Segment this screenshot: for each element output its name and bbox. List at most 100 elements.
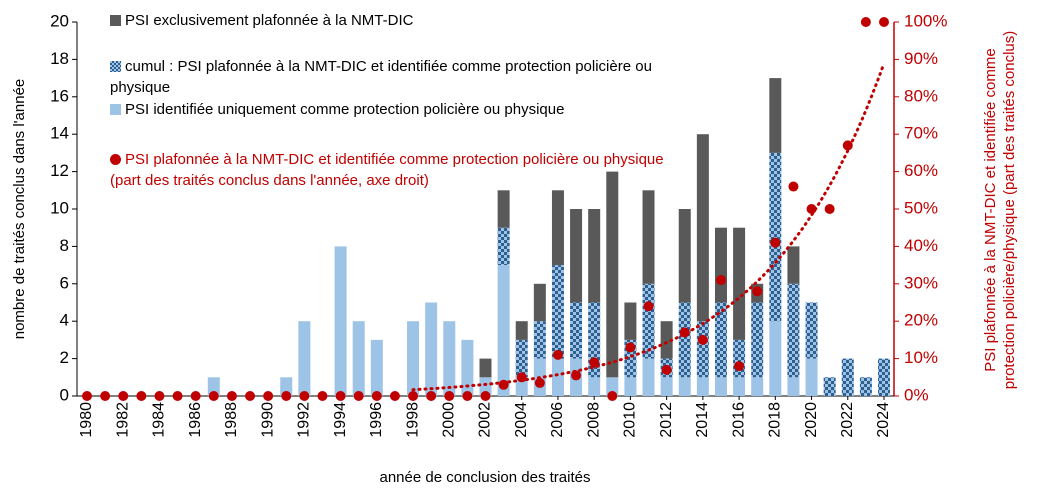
share-dot	[172, 391, 183, 401]
y2-tick-label: 50%	[904, 198, 938, 217]
bar-segment	[859, 377, 872, 396]
share-dot	[571, 370, 582, 381]
bar-segment	[733, 339, 746, 378]
bar-segment	[714, 227, 727, 303]
bar-segment	[570, 209, 583, 303]
bar-segment	[769, 78, 782, 153]
legend-swatch	[110, 104, 121, 115]
share-dot	[317, 391, 328, 401]
share-dot	[245, 391, 256, 401]
bar-segment	[479, 377, 492, 396]
share-dot	[842, 140, 853, 151]
x-tick-label: 1990	[259, 402, 276, 438]
bar-segment	[497, 265, 510, 396]
bar-segment	[606, 377, 619, 396]
bar-segment	[678, 302, 691, 378]
legend-label: PSI identifiée uniquement comme protecti…	[125, 101, 565, 118]
share-dot	[426, 391, 437, 401]
bar-segment	[497, 227, 510, 266]
y-tick-label: 16	[50, 86, 69, 105]
share-dot	[879, 17, 889, 27]
y2-tick-label: 0%	[904, 385, 929, 404]
bar-segment	[787, 283, 800, 378]
bar-segment	[805, 302, 818, 359]
x-tick-label: 2020	[803, 402, 820, 438]
legend-entry: PSI exclusivement plafonnée à la NMT-DIC	[110, 10, 655, 31]
legend-label: PSI exclusivement plafonnée à la NMT-DIC	[125, 12, 414, 29]
x-tick-label: 2014	[694, 402, 711, 438]
bar-segment	[678, 377, 691, 396]
share-dot	[788, 181, 799, 192]
share-dot	[752, 286, 763, 297]
share-dot	[100, 391, 111, 401]
bar-segment	[606, 171, 619, 378]
share-dot	[208, 391, 219, 401]
y2-tick-label: 20%	[904, 311, 938, 330]
x-tick-label: 1992	[296, 402, 313, 438]
share-dot	[299, 391, 310, 401]
legend-entry: cumul : PSI plafonnée à la NMT-DIC et id…	[110, 56, 655, 98]
share-dot	[589, 357, 600, 368]
share-dot	[281, 391, 292, 401]
y2-tick-label: 10%	[904, 348, 938, 367]
legend-swatch	[110, 154, 121, 165]
bar-segment	[642, 283, 655, 359]
y2-axis-label: PSI plafonnée à la NMT-DIC et identifiée…	[982, 30, 1018, 390]
bar-segment	[642, 358, 655, 396]
bar-segment	[551, 190, 564, 266]
share-dot	[860, 17, 871, 27]
bar-segment	[696, 134, 709, 322]
y-tick-label: 8	[60, 236, 69, 255]
share-dot	[552, 349, 563, 360]
bar-segment	[443, 321, 456, 396]
share-dot	[82, 391, 92, 401]
x-tick-label: 2022	[839, 402, 856, 438]
y-tick-label: 14	[50, 124, 69, 143]
x-tick-label: 2024	[875, 402, 892, 438]
bar-segment	[751, 302, 764, 378]
bar-segment	[551, 265, 564, 359]
share-dot	[335, 391, 346, 401]
bar-segment	[805, 358, 818, 396]
bar-segment	[624, 302, 637, 340]
share-dot	[643, 301, 654, 312]
share-dot	[734, 361, 745, 372]
bar-segment	[515, 339, 528, 378]
y2-tick-label: 70%	[904, 124, 938, 143]
share-dot	[371, 391, 382, 401]
legend-entry: PSI identifiée uniquement comme protecti…	[110, 99, 655, 120]
bar-segment	[352, 321, 365, 396]
x-tick-label: 2016	[730, 402, 747, 438]
x-tick-label: 1988	[223, 402, 240, 438]
bar-segment	[461, 339, 474, 396]
x-tick-label: 1998	[404, 402, 421, 438]
trendline	[411, 61, 886, 392]
y2-tick-label: 90%	[904, 49, 938, 68]
bar-segment	[533, 283, 546, 322]
y-tick-label: 18	[50, 49, 69, 68]
x-tick-label: 2010	[622, 402, 639, 438]
bar-segment	[714, 302, 727, 378]
x-tick-label: 1980	[78, 402, 95, 438]
bar-segment	[787, 377, 800, 396]
bar-segment	[588, 209, 601, 303]
share-dot	[353, 391, 364, 401]
y-tick-label: 12	[50, 161, 69, 180]
bar-segment	[515, 321, 528, 340]
bar-segment	[533, 321, 546, 359]
bar-segment	[660, 321, 673, 359]
legend-swatch	[110, 61, 121, 72]
y2-tick-label: 80%	[904, 86, 938, 105]
bar-segment	[696, 321, 709, 378]
share-dot	[498, 379, 509, 390]
legend-entry: PSI plafonnée à la NMT-DIC et identifiée…	[110, 149, 670, 191]
bar-segment	[425, 302, 438, 396]
y-tick-label: 20	[50, 11, 69, 30]
share-dot	[824, 204, 835, 214]
share-dot	[607, 391, 618, 401]
y-tick-label: 6	[60, 273, 69, 292]
share-dot	[806, 204, 817, 214]
x-tick-label: 2012	[658, 402, 675, 438]
